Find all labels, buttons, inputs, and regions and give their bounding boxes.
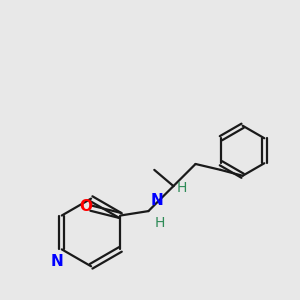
Text: O: O bbox=[79, 199, 92, 214]
Text: N: N bbox=[51, 254, 64, 269]
Text: H: H bbox=[177, 182, 187, 195]
Text: N: N bbox=[151, 193, 164, 208]
Text: H: H bbox=[154, 216, 165, 230]
